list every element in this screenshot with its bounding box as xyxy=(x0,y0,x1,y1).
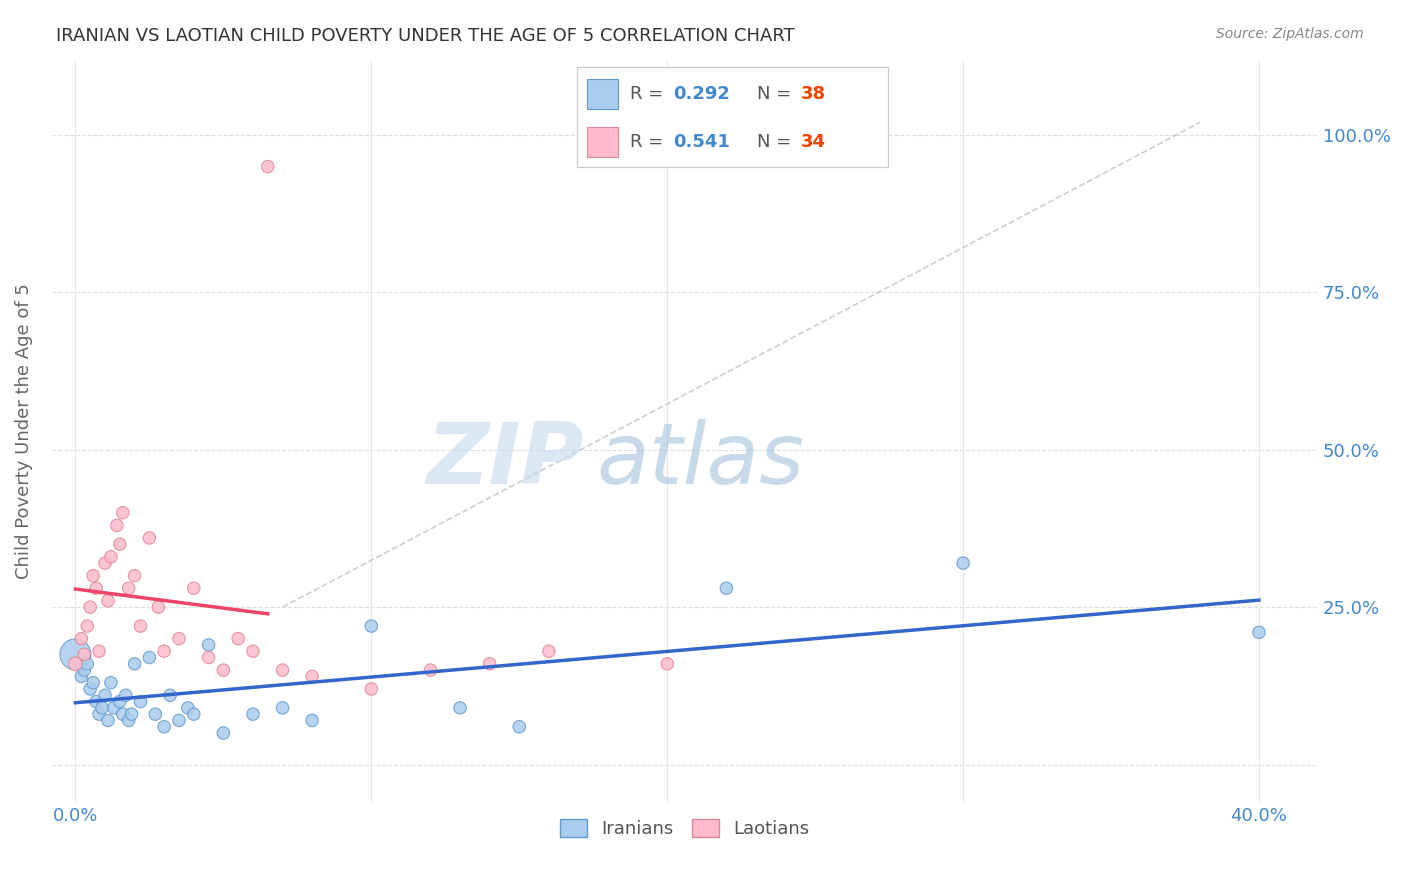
Point xyxy=(197,650,219,665)
Point xyxy=(153,720,176,734)
Point xyxy=(159,688,181,702)
Text: ZIP: ZIP xyxy=(426,419,583,502)
Point xyxy=(124,657,146,671)
Point xyxy=(79,600,101,615)
Point xyxy=(84,695,107,709)
Text: atlas: atlas xyxy=(596,419,804,502)
Point xyxy=(360,681,382,696)
Point xyxy=(301,714,323,728)
Point xyxy=(129,619,152,633)
Point xyxy=(118,714,141,728)
Point xyxy=(212,726,235,740)
Point xyxy=(118,582,141,596)
Legend: Iranians, Laotians: Iranians, Laotians xyxy=(553,812,817,846)
Point xyxy=(138,650,160,665)
Point xyxy=(108,695,131,709)
Point xyxy=(108,537,131,551)
Point xyxy=(111,506,134,520)
Point xyxy=(271,663,294,677)
Point xyxy=(121,707,143,722)
Point xyxy=(100,675,122,690)
Point xyxy=(100,549,122,564)
Point xyxy=(952,556,974,570)
Point xyxy=(97,714,120,728)
Point xyxy=(183,707,205,722)
Point xyxy=(138,531,160,545)
Text: IRANIAN VS LAOTIAN CHILD POVERTY UNDER THE AGE OF 5 CORRELATION CHART: IRANIAN VS LAOTIAN CHILD POVERTY UNDER T… xyxy=(56,27,794,45)
Point xyxy=(301,669,323,683)
Point xyxy=(1247,625,1270,640)
Point xyxy=(508,720,530,734)
Y-axis label: Child Poverty Under the Age of 5: Child Poverty Under the Age of 5 xyxy=(15,283,32,579)
Point xyxy=(73,648,96,662)
Point xyxy=(82,675,104,690)
Point xyxy=(177,701,200,715)
Point xyxy=(70,669,93,683)
Point xyxy=(103,701,125,715)
Point xyxy=(657,657,679,671)
Point xyxy=(537,644,560,658)
Point xyxy=(226,632,249,646)
Point xyxy=(70,632,93,646)
Point xyxy=(111,707,134,722)
Point xyxy=(212,663,235,677)
Point xyxy=(73,663,96,677)
Point xyxy=(97,594,120,608)
Point xyxy=(449,701,471,715)
Point xyxy=(271,701,294,715)
Point xyxy=(478,657,501,671)
Point xyxy=(153,644,176,658)
Point xyxy=(167,632,190,646)
Point xyxy=(76,619,98,633)
Point xyxy=(87,707,110,722)
Point xyxy=(360,619,382,633)
Point xyxy=(76,657,98,671)
Point xyxy=(148,600,170,615)
Point xyxy=(94,688,117,702)
Point xyxy=(65,648,87,662)
Point xyxy=(94,556,117,570)
Point xyxy=(87,644,110,658)
Point xyxy=(716,582,738,596)
Point xyxy=(65,657,87,671)
Point xyxy=(124,568,146,582)
Point xyxy=(143,707,166,722)
Point xyxy=(197,638,219,652)
Point xyxy=(183,582,205,596)
Point xyxy=(242,707,264,722)
Point xyxy=(129,695,152,709)
Text: Source: ZipAtlas.com: Source: ZipAtlas.com xyxy=(1216,27,1364,41)
Point xyxy=(242,644,264,658)
Point xyxy=(419,663,441,677)
Point xyxy=(91,701,114,715)
Point xyxy=(105,518,128,533)
Point xyxy=(256,160,278,174)
Point xyxy=(114,688,136,702)
Point xyxy=(79,681,101,696)
Point xyxy=(82,568,104,582)
Point xyxy=(84,582,107,596)
Point xyxy=(167,714,190,728)
